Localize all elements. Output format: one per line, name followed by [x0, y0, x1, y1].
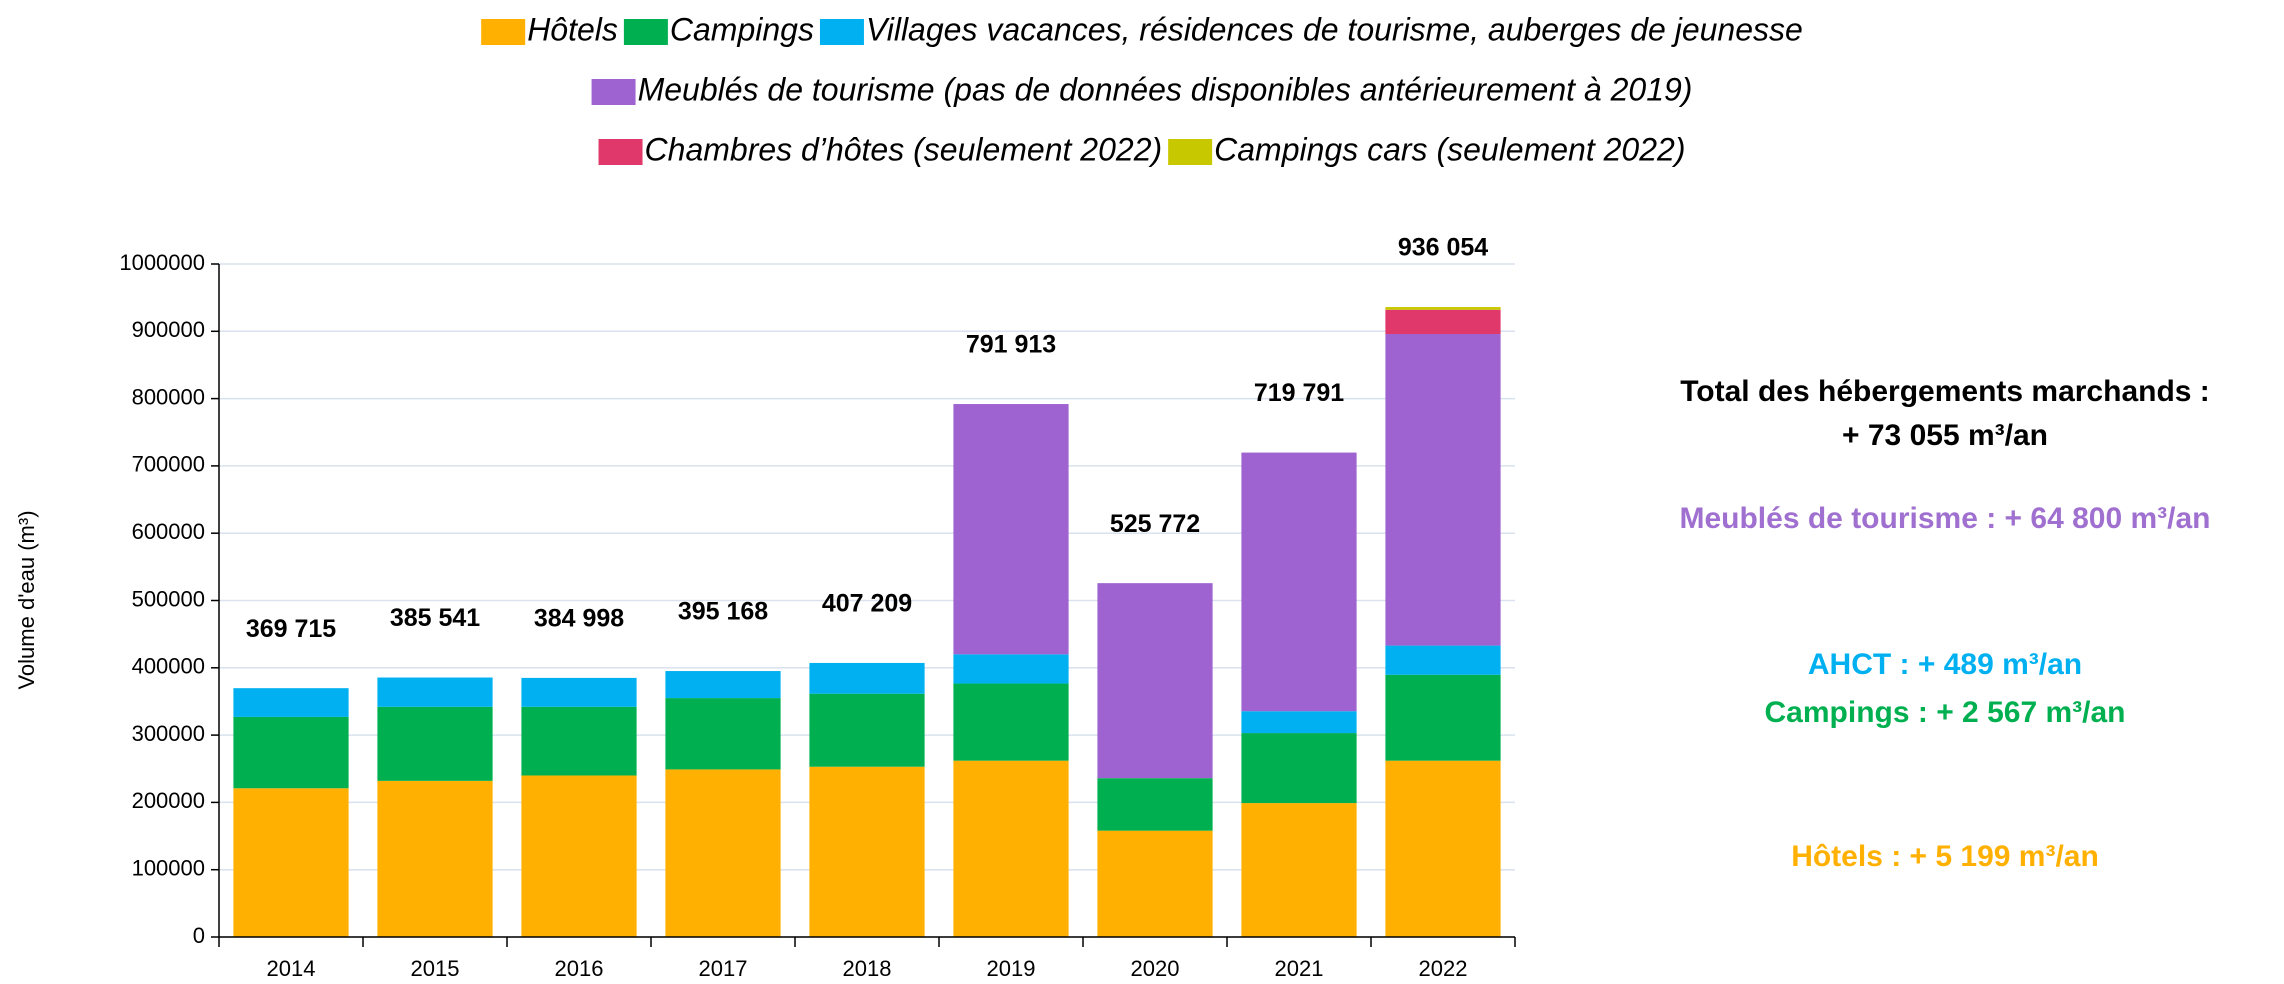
bar-segment [809, 693, 925, 767]
bar-segment [1385, 674, 1501, 761]
bar-segment [377, 677, 493, 707]
bar-segment [665, 671, 781, 699]
y-tick-label: 700000 [132, 452, 205, 477]
bar-segment [1097, 583, 1213, 779]
annotation: Meublés de tourisme : + 64 800 m³/an [1679, 502, 2210, 535]
bar-segment [1385, 645, 1501, 675]
legend-swatch [481, 19, 526, 45]
total-label: 384 998 [534, 605, 624, 633]
bar-segment [233, 788, 349, 937]
bar-segment [377, 706, 493, 781]
total-label: 385 541 [390, 604, 480, 632]
x-tick-label: 2016 [555, 956, 604, 981]
bar-segment [1385, 309, 1501, 334]
legend-swatch [1168, 139, 1213, 165]
bar-segment [1097, 778, 1213, 831]
legend-swatch [623, 19, 668, 45]
bar-segment [665, 769, 781, 937]
x-tick-label: 2019 [987, 956, 1036, 981]
x-tick-label: 2017 [699, 956, 748, 981]
y-tick-label: 100000 [132, 856, 205, 881]
bar-segment [665, 698, 781, 770]
bar-segment [1241, 452, 1357, 712]
total-label: 791 913 [966, 331, 1056, 359]
bar-segment [1385, 307, 1501, 310]
annotation: Hôtels : + 5 199 m³/an [1791, 840, 2099, 873]
annotation: Total des hébergements marchands : [1680, 375, 2210, 408]
legend-swatch [591, 79, 636, 105]
bar-segment [953, 760, 1069, 937]
total-label: 369 715 [246, 615, 336, 643]
x-tick-label: 2015 [411, 956, 460, 981]
total-label: 395 168 [678, 598, 768, 626]
legend-row: Chambres d’hôtes (seulement 2022) Camping… [598, 131, 1685, 167]
y-tick-label: 1000000 [119, 250, 205, 275]
y-axis-label: Volume d'eau (m³) [14, 510, 39, 689]
bar-segment [953, 404, 1069, 655]
bar-segment [521, 706, 637, 776]
bar-segment [1241, 803, 1357, 937]
y-tick-label: 300000 [132, 721, 205, 746]
y-tick-label: 900000 [132, 317, 205, 342]
y-tick-label: 400000 [132, 654, 205, 679]
bar-segment [521, 775, 637, 937]
legend-label: Villages vacances, résidences de tourism… [866, 11, 1803, 47]
x-tick-label: 2021 [1275, 956, 1324, 981]
bar-segment [521, 677, 637, 707]
legend-swatch [819, 19, 864, 45]
y-tick-label: 0 [193, 923, 205, 948]
bar-segment [1385, 760, 1501, 937]
total-label: 936 054 [1398, 234, 1488, 262]
legend-row: Meublés de tourisme (pas de données disp… [591, 71, 1693, 107]
bar-segment [1097, 830, 1213, 937]
x-tick-label: 2020 [1131, 956, 1180, 981]
x-tick-label: 2018 [843, 956, 892, 981]
legend-label: Campings cars (seulement 2022) [1214, 131, 1685, 167]
total-label: 525 772 [1110, 510, 1200, 538]
legend-label: Campings [670, 11, 814, 47]
bar-segment [1385, 333, 1501, 646]
bar-segment [233, 688, 349, 717]
legend-swatch [598, 139, 643, 165]
x-tick-label: 2022 [1419, 956, 1468, 981]
annotation: + 73 055 m³/an [1842, 419, 2048, 452]
annotation: Campings : + 2 567 m³/an [1765, 696, 2126, 729]
bar-segment [809, 662, 925, 694]
y-tick-label: 800000 [132, 384, 205, 409]
legend-row: Hôtels Campings Villages vacances, résiden… [481, 11, 1803, 47]
y-tick-label: 200000 [132, 788, 205, 813]
bar-segment [953, 683, 1069, 761]
annotation: AHCT : + 489 m³/an [1808, 648, 2082, 681]
bar-segment [953, 654, 1069, 684]
legend-label: Hôtels [527, 11, 618, 47]
bar-segment [1241, 711, 1357, 734]
total-label: 719 791 [1254, 379, 1344, 407]
bar-segment [233, 716, 349, 789]
bar-segment [1241, 733, 1357, 804]
y-tick-label: 600000 [132, 519, 205, 544]
bar-segment [377, 780, 493, 937]
bar-segment [809, 766, 925, 937]
legend-label: Meublés de tourisme (pas de données disp… [638, 71, 1693, 107]
total-label: 407 209 [822, 590, 912, 618]
x-tick-label: 2014 [267, 956, 316, 981]
y-tick-label: 500000 [132, 586, 205, 611]
legend-label: Chambres d’hôtes (seulement 2022) [645, 131, 1163, 167]
